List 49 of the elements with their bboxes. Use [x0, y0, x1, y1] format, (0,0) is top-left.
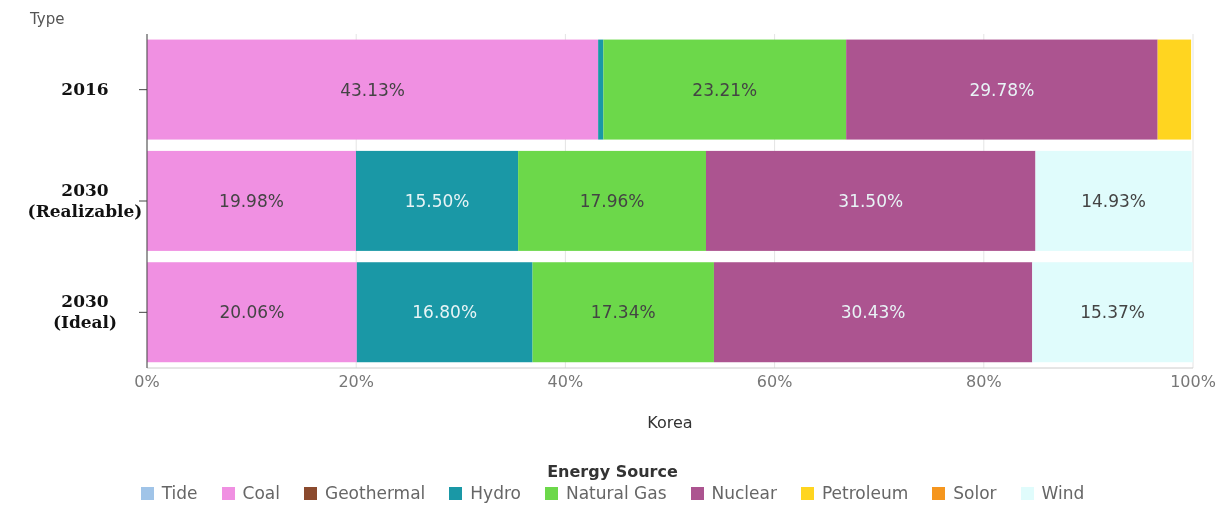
- x-tick-label: 40%: [547, 372, 584, 392]
- y-tick-label: 2030 (Realizable): [27, 180, 143, 221]
- bar: [598, 39, 604, 140]
- data-label: 17.96%: [579, 190, 645, 211]
- data-label: 15.37%: [1080, 302, 1146, 323]
- x-tick-label: 60%: [756, 372, 793, 392]
- legend-label: Natural Gas: [564, 483, 667, 503]
- bar: [355, 150, 519, 251]
- bar: [147, 262, 357, 363]
- y-tick-label: 2016: [61, 78, 109, 99]
- data-label: 20.06%: [219, 302, 285, 323]
- legend-label: Hydro: [469, 483, 521, 503]
- x-tick-label: 80%: [966, 372, 1002, 392]
- x-tick-label: 20%: [338, 372, 374, 392]
- data-label: 15.50%: [404, 190, 470, 211]
- data-label: 31.50%: [838, 190, 904, 211]
- legend-title: Energy Source: [546, 462, 679, 481]
- bar: [1157, 39, 1192, 140]
- legend-label: Tide: [160, 483, 198, 503]
- x-tick-label: 100%: [1170, 372, 1216, 392]
- x-axis-title: Korea: [647, 413, 693, 432]
- bar: [1032, 262, 1193, 363]
- legend-label: Coal: [241, 483, 280, 503]
- bar: [1035, 150, 1192, 251]
- data-label: 30.43%: [840, 302, 906, 323]
- data-label: 14.93%: [1081, 190, 1146, 211]
- data-label: 17.34%: [590, 302, 656, 323]
- legend-label: Solor: [952, 483, 997, 503]
- data-label: 19.98%: [219, 190, 284, 211]
- y-axis-title: Type: [30, 10, 65, 28]
- bar: [147, 150, 356, 251]
- legend-label: Wind: [1040, 483, 1085, 503]
- bar: [603, 39, 847, 140]
- legend-label: Nuclear: [710, 483, 777, 503]
- data-label: 43.13%: [340, 79, 405, 100]
- bar: [705, 150, 1036, 251]
- bar: [518, 150, 706, 251]
- legend-label: Petroleum: [820, 483, 909, 503]
- data-label: 16.80%: [412, 302, 478, 323]
- data-label: 23.21%: [692, 79, 758, 100]
- bar: [532, 262, 714, 363]
- y-tick-label: 2030 (Ideal): [52, 291, 118, 333]
- x-tick-label: 0%: [134, 372, 160, 392]
- data-label: 29.78%: [969, 79, 1035, 100]
- legend-label: Geothermal: [323, 483, 426, 503]
- bar: [713, 262, 1033, 363]
- bar: [147, 39, 599, 140]
- bar: [846, 39, 1158, 140]
- bar: [356, 262, 533, 363]
